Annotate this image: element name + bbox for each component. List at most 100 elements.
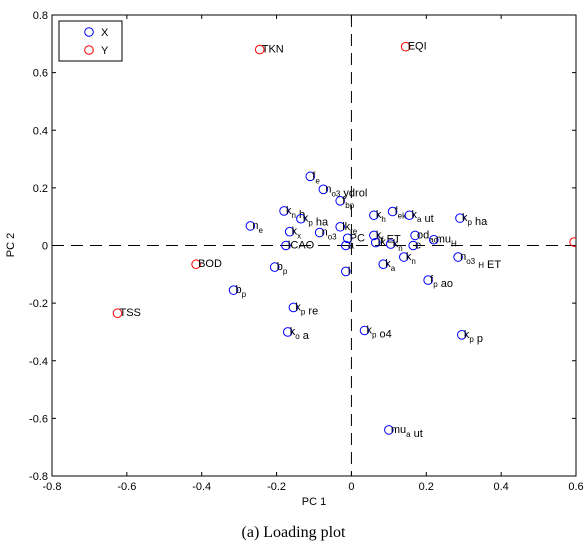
point-label: e <box>415 240 421 252</box>
data-point <box>400 41 411 52</box>
series-Y: TKN EQI BOD TSS TP <box>112 41 576 319</box>
x-tick-label: 0.6 <box>568 481 583 493</box>
x-tick-label: -0.4 <box>192 481 211 493</box>
loading-plot: -0.8 -0.6 -0.4 -0.2 0 0.2 0.4 0.6 -0.8-0.6-0.4-… <box>5 10 584 508</box>
x-tick-label: -0.2 <box>267 481 286 493</box>
data-point <box>410 230 420 241</box>
y-tick-label: 0.8 <box>33 10 48 22</box>
data-point <box>569 237 576 247</box>
point-label: ko a <box>290 326 310 342</box>
data-point <box>387 206 398 217</box>
point-label: kx <box>292 226 302 241</box>
point-label: no3 ydrol <box>325 183 367 199</box>
data-point <box>455 213 465 223</box>
data-point <box>341 266 351 277</box>
data-point <box>318 184 329 195</box>
point-label: mua ut <box>391 424 423 440</box>
data-point <box>369 230 379 241</box>
y-tick-label: 0.2 <box>33 183 48 195</box>
data-point <box>335 196 346 206</box>
figure-caption: (a) Loading plot <box>241 524 346 541</box>
y-tick-label: 0.6 <box>33 68 48 80</box>
point-label: EQI <box>408 41 427 53</box>
data-point <box>281 240 291 251</box>
data-point <box>399 252 409 262</box>
data-point <box>370 237 381 248</box>
y-axis-label: PC 2 <box>5 233 17 257</box>
point-label: lCAO <box>288 240 315 252</box>
point-label: muH <box>436 234 457 249</box>
y-tick-label: -0.4 <box>29 356 48 368</box>
data-point <box>314 227 325 238</box>
x-axis-ticks: -0.8 -0.6 -0.4 -0.2 0 0.2 0.4 0.6 <box>43 15 584 493</box>
point-label: fek <box>395 206 408 221</box>
point-label: lk <box>378 237 386 249</box>
point-label: no3 <box>322 227 338 242</box>
point-label: fbp <box>342 195 355 210</box>
data-point <box>341 240 351 251</box>
data-point <box>284 226 295 237</box>
data-point <box>359 325 370 336</box>
data-point <box>423 275 433 285</box>
data-point <box>378 259 389 270</box>
point-label: TSS <box>120 307 141 319</box>
legend-marker <box>84 45 94 55</box>
point-label: no3 H ET <box>460 251 501 271</box>
data-point <box>408 240 418 251</box>
point-label: bp <box>277 261 288 276</box>
y-axis-ticks: -0.8 -0.6 -0.4 -0.2 0 0.2 0.4 0.6 0.8 <box>29 10 576 483</box>
data-point <box>279 206 289 216</box>
point-label: kp p <box>464 329 483 345</box>
point-label: a <box>348 240 355 252</box>
data-point <box>342 233 353 244</box>
data-point <box>296 213 306 224</box>
point-label: lkre <box>342 221 358 236</box>
y-tick-label: -0.6 <box>29 413 48 425</box>
data-point <box>245 221 256 231</box>
point-label: kh <box>376 209 386 224</box>
point-label: kp ha <box>462 212 488 228</box>
data-point <box>288 302 299 313</box>
point-label: fp ao <box>430 274 453 290</box>
point-label: kp re <box>295 301 318 317</box>
point-label: TKN <box>262 44 284 56</box>
data-point <box>385 239 396 249</box>
data-point <box>384 425 394 435</box>
point-label: kf ET <box>376 229 401 245</box>
data-point <box>404 210 415 221</box>
legend-label: X <box>101 27 109 39</box>
data-point <box>335 221 346 232</box>
point-label: kn <box>406 251 416 266</box>
x-tick-label: 0 <box>348 481 354 493</box>
point-label: l <box>348 265 350 277</box>
data-point <box>269 262 280 272</box>
data-point <box>305 171 316 182</box>
data-point <box>453 252 463 262</box>
y-tick-label: -0.2 <box>29 298 48 310</box>
point-label: BOD <box>198 258 222 270</box>
y-tick-label: 0 <box>42 241 48 253</box>
x-tick-label: -0.8 <box>43 481 62 493</box>
legend-box <box>58 20 123 62</box>
point-label: ka <box>385 258 396 273</box>
data-point <box>112 308 123 319</box>
legend-marker <box>84 27 94 37</box>
data-point <box>283 327 293 337</box>
point-label: ka ut <box>411 209 433 225</box>
data-point <box>428 234 439 245</box>
legend-label: Y <box>101 45 109 57</box>
data-point <box>191 259 201 270</box>
point-label: fe <box>312 170 320 185</box>
x-tick-label: 0.4 <box>493 481 508 493</box>
legend: XY <box>58 20 123 62</box>
point-label: ne <box>252 220 263 235</box>
x-axis-label: PC 1 <box>302 496 326 508</box>
y-tick-label: -0.8 <box>29 471 48 483</box>
data-point <box>254 44 265 55</box>
data-point <box>369 210 379 221</box>
point-label: odao <box>417 229 439 244</box>
point-label: bp <box>236 284 247 299</box>
x-tick-label: 0.2 <box>419 481 434 493</box>
